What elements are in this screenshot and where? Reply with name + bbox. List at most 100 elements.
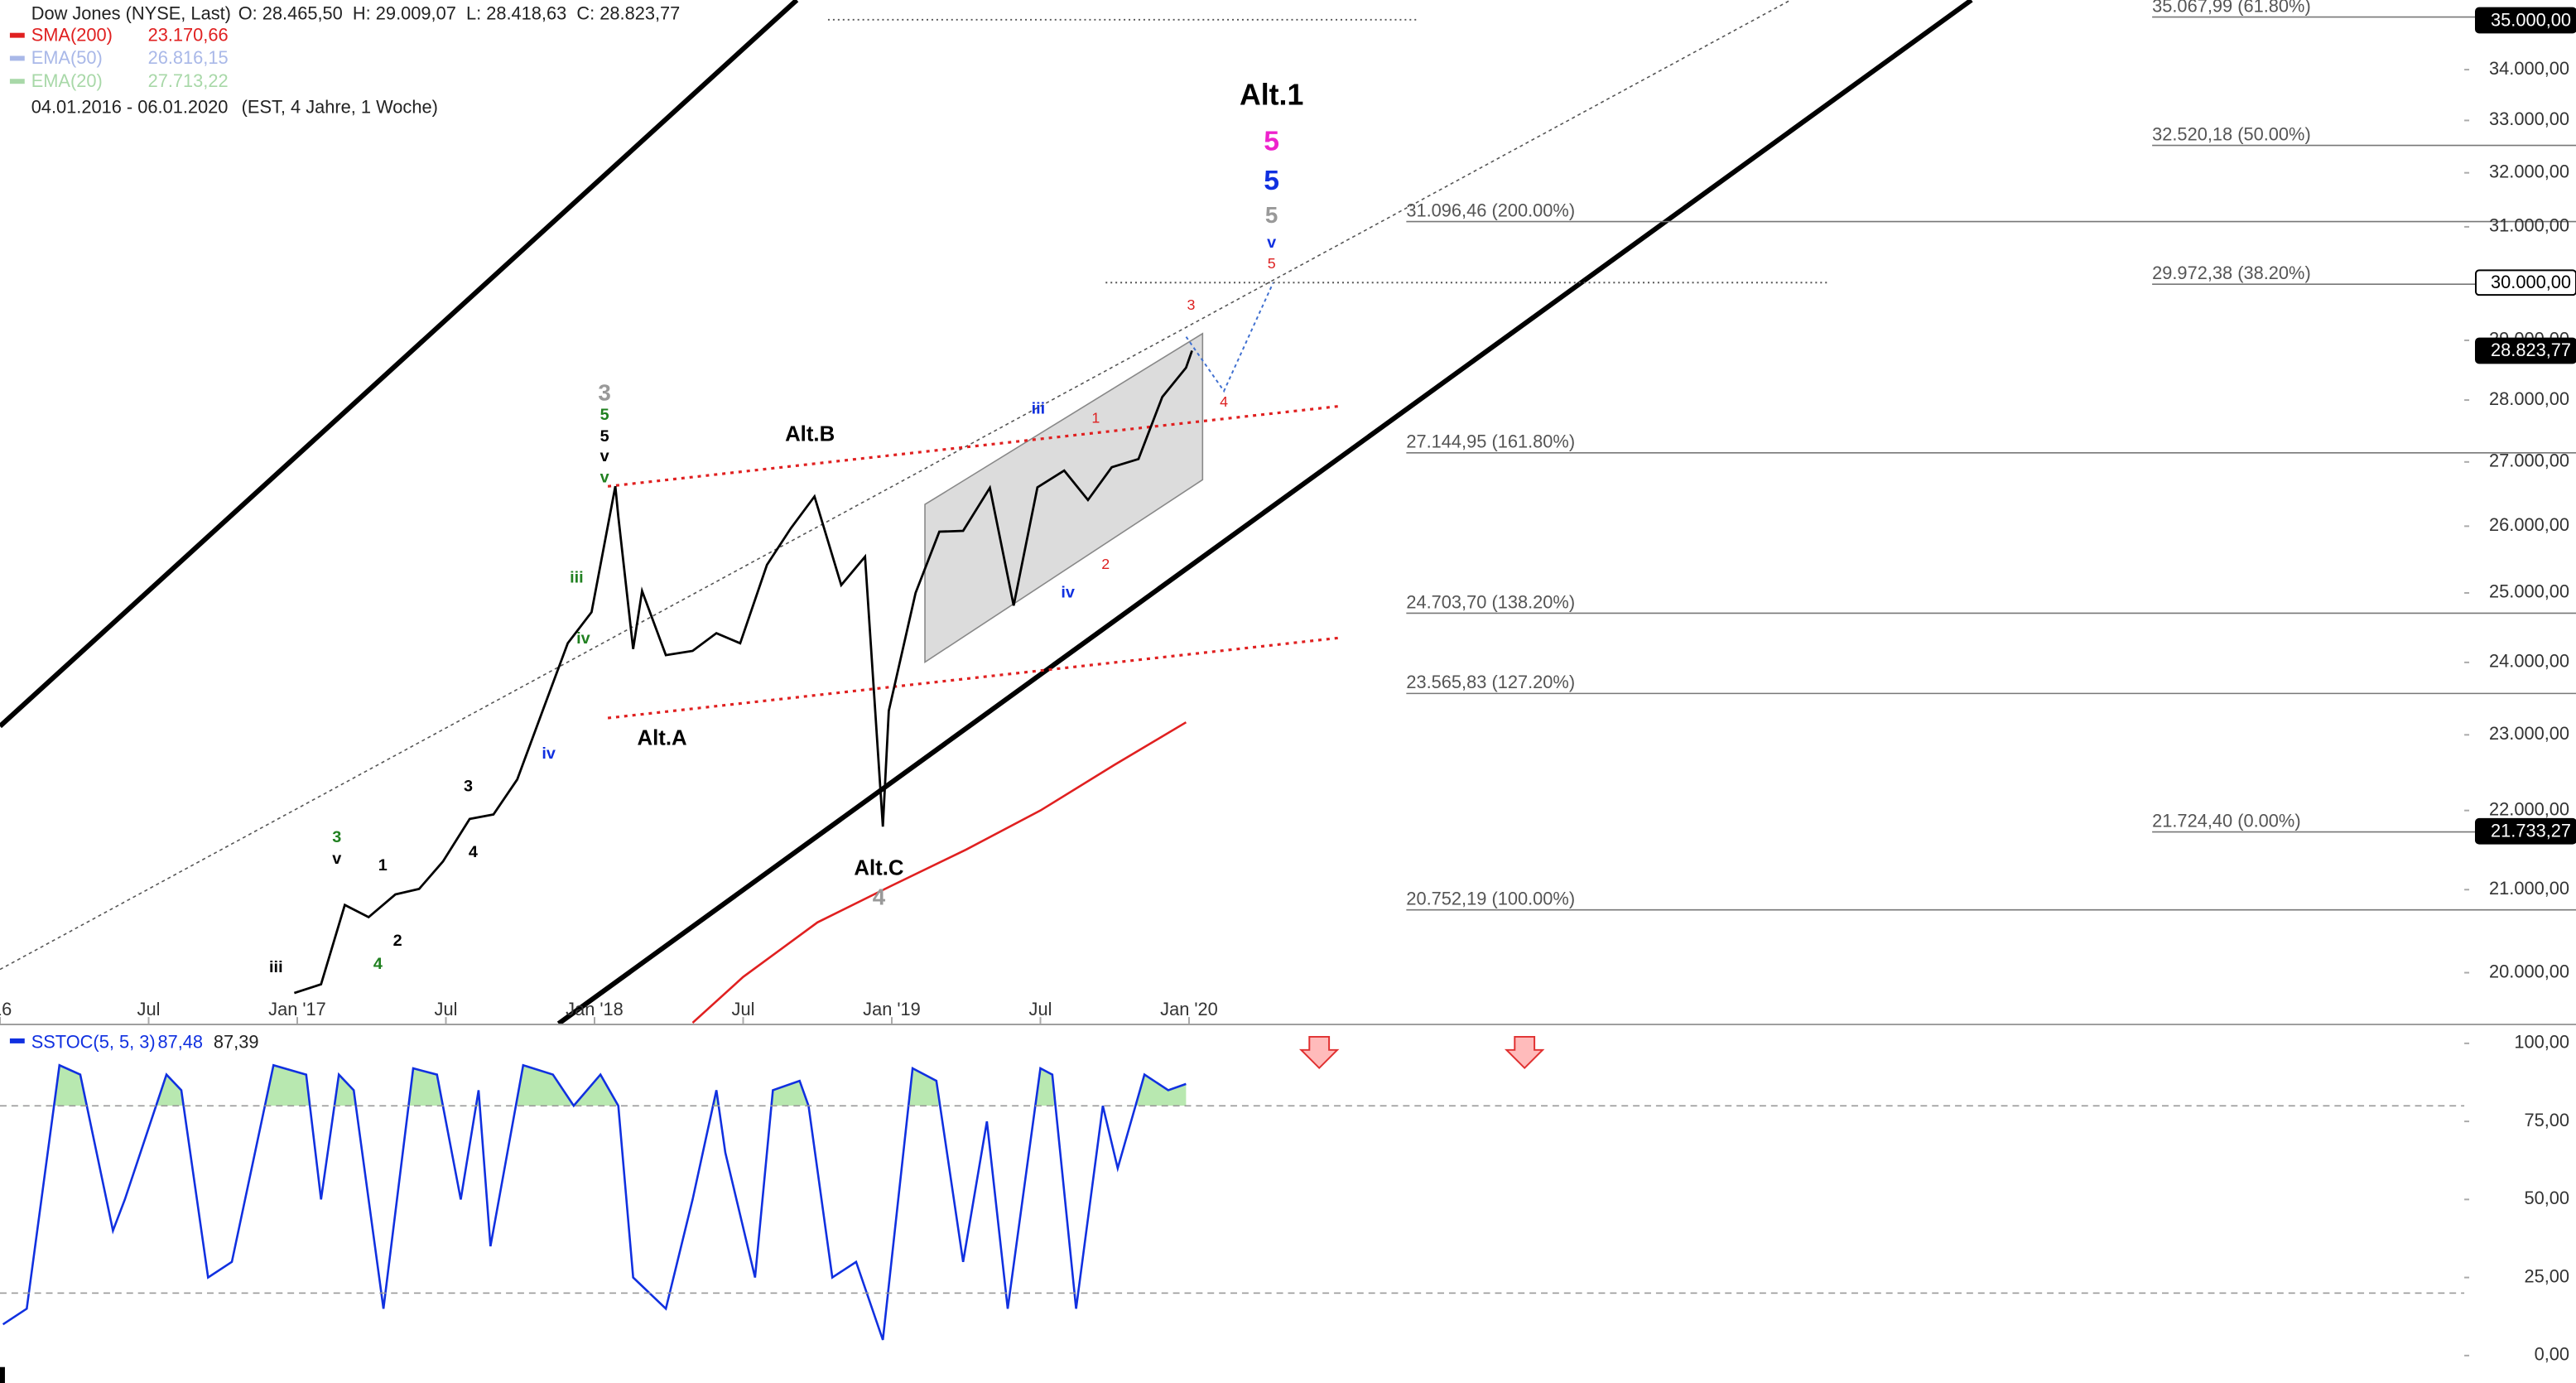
legend-value: 87,48	[157, 1032, 203, 1053]
wave-label: iv	[576, 629, 590, 648]
fib-label: 21.724,40 (0.00%)	[2152, 810, 2300, 831]
y-tick-label: 28.000,00	[2489, 388, 2569, 409]
x-tick-label: Jan '20	[1160, 999, 1218, 1019]
wave-label: 2	[393, 932, 402, 950]
title: Dow Jones (NYSE, Last)	[31, 3, 231, 24]
x-tick-label: Jan '18	[566, 999, 624, 1019]
y-tick-label: 32.000,00	[2489, 161, 2569, 181]
x-tick-label: Jul	[1029, 999, 1052, 1019]
x-tick-label: Jan '19	[863, 999, 921, 1019]
y-tick-label: 75,00	[2524, 1110, 2569, 1130]
wave-label: 5	[600, 406, 609, 424]
header: Dow Jones (NYSE, Last) O: 28.465,50 H: 2…	[9, 3, 681, 1053]
projection	[1185, 282, 1274, 393]
y-tick-label: 27.000,00	[2489, 451, 2569, 471]
y-tick-label: 20.000,00	[2489, 961, 2569, 981]
price-marker-label: 21.733,27	[2491, 820, 2571, 841]
price-marker	[2474, 269, 2576, 296]
wave-label: v	[600, 447, 609, 465]
wave-label: 4	[873, 884, 886, 910]
wave-label: 1	[1091, 410, 1100, 426]
wave-label: 3	[598, 380, 610, 406]
fib-label: 31.096,46 (200.00%)	[1406, 200, 1575, 220]
fib-label: 23.565,83 (127.20%)	[1406, 672, 1575, 692]
wave-label: iii	[1032, 399, 1046, 417]
fib-label: 27.144,95 (161.80%)	[1406, 431, 1575, 452]
y-tick-label: 26.000,00	[2489, 514, 2569, 535]
wave-label: 2	[1101, 556, 1110, 572]
wave-label: Alt.A	[637, 727, 686, 750]
y-tick-label: 23.000,00	[2489, 723, 2569, 744]
arrow	[1504, 1035, 1545, 1070]
x-tick-label: Jul	[435, 999, 458, 1019]
legend-swatch	[9, 32, 25, 38]
y-tick-label: 33.000,00	[2489, 108, 2569, 129]
legend-value: 27.713,22	[148, 70, 229, 91]
price-plot	[293, 350, 1193, 1024]
y-tick-label: 25.000,00	[2489, 581, 2569, 602]
fib-label: 24.703,70 (138.20%)	[1406, 591, 1575, 612]
wave-label: v	[1267, 234, 1276, 252]
wave-label: 5	[1264, 165, 1279, 196]
wave-label: 4	[1220, 393, 1228, 410]
price-marker-label: 28.823,77	[2491, 340, 2571, 360]
legend-swatch	[9, 1038, 25, 1043]
y-tick-label: 0,00	[2535, 1344, 2569, 1365]
y-tick-label: 25,00	[2524, 1265, 2569, 1286]
y-tick-label: 34.000,00	[2489, 58, 2569, 79]
channel-upper	[0, 0, 799, 729]
fib-label: 35.067,99 (61.80%)	[2152, 0, 2311, 16]
wave-label: 3	[332, 828, 341, 846]
channel-box	[924, 332, 1204, 664]
price-marker-label: 35.000,00	[2491, 9, 2571, 30]
drawings	[0, 0, 1973, 1024]
legend-swatch	[9, 79, 25, 84]
arrow	[1298, 1035, 1340, 1070]
legend-entry: SSTOC(5, 5, 3)	[31, 1032, 156, 1053]
red-line	[607, 636, 1343, 720]
y-tick-label: 24.000,00	[2489, 651, 2569, 672]
wave-label: Alt.1	[1240, 78, 1303, 111]
ohlc: O: 28.465,50 H: 29.009,07 L: 28.418,63 C…	[238, 3, 681, 24]
y-tick-label: 50,00	[2524, 1188, 2569, 1208]
legend-value: 23.170,66	[148, 24, 229, 45]
wave-label: 3	[1187, 296, 1195, 313]
price-marker	[2474, 817, 2576, 845]
x-tick-label: '16	[0, 999, 12, 1019]
wave-label: iv	[542, 745, 556, 763]
fib-label: 20.752,19 (100.00%)	[1406, 889, 1575, 909]
period: (EST, 4 Jahre, 1 Woche)	[242, 97, 438, 118]
legend-entry: SMA(200)	[31, 24, 113, 45]
wave-label: 5	[1268, 255, 1276, 272]
wave-label: v	[332, 850, 341, 868]
fib-label: 29.972,38 (38.20%)	[2152, 263, 2311, 283]
wave-label: iv	[1061, 583, 1075, 601]
x-tick-label: Jan '17	[268, 999, 326, 1019]
wave-label: 4	[373, 955, 383, 973]
legend-entry: EMA(50)	[31, 47, 103, 68]
wave-label: 3	[464, 778, 473, 796]
wave-label: Alt.C	[854, 856, 903, 879]
wave-label: 5	[1264, 126, 1279, 157]
price-marker	[2474, 337, 2576, 364]
date-range: 04.01.2016 - 06.01.2020	[31, 97, 229, 118]
wave-label: iii	[269, 958, 283, 976]
y-tick-label: 100,00	[2514, 1032, 2569, 1053]
wave-label: 5	[1265, 202, 1278, 228]
wave-label: 4	[469, 843, 478, 861]
series-line	[691, 721, 1187, 1024]
price-marker	[2474, 7, 2576, 34]
legend-entry: EMA(20)	[31, 70, 103, 91]
series-line	[2, 1063, 1187, 1341]
overbought-fill	[2, 1065, 1187, 1106]
y-tick-label: 22.000,00	[2489, 798, 2569, 819]
wave-label: v	[600, 469, 609, 487]
y-tick-label: 31.000,00	[2489, 215, 2569, 236]
wave-label: 1	[378, 856, 388, 875]
legend-swatch	[9, 55, 25, 61]
corner-mark	[0, 1366, 5, 1383]
series-line	[293, 350, 1193, 995]
